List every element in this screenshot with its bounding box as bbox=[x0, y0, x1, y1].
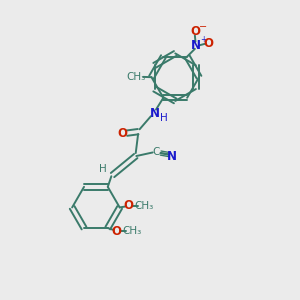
Text: O: O bbox=[112, 224, 122, 238]
Text: −: − bbox=[199, 22, 207, 32]
Text: H: H bbox=[160, 113, 168, 123]
Text: CH₃: CH₃ bbox=[134, 201, 154, 211]
Text: +: + bbox=[200, 35, 207, 44]
Text: O: O bbox=[204, 37, 214, 50]
Text: O: O bbox=[124, 200, 134, 212]
Text: N: N bbox=[149, 107, 160, 120]
Text: CH₃: CH₃ bbox=[126, 72, 146, 82]
Text: CH₃: CH₃ bbox=[122, 226, 142, 236]
Text: N: N bbox=[190, 39, 200, 52]
Text: C: C bbox=[153, 148, 160, 158]
Text: H: H bbox=[99, 164, 106, 174]
Text: O: O bbox=[190, 26, 200, 38]
Text: O: O bbox=[118, 127, 128, 140]
Text: N: N bbox=[167, 149, 177, 163]
